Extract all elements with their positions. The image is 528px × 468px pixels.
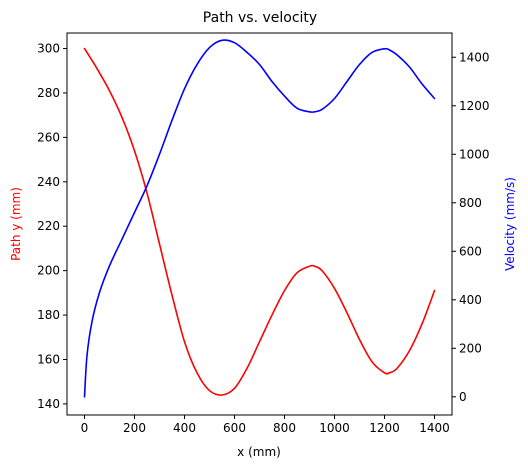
- y-right-tick-label: 1000: [459, 147, 490, 161]
- y-left-tick-label: 160: [37, 352, 60, 366]
- y-right-tick-label: 1400: [459, 50, 490, 64]
- chart-title: Path vs. velocity: [203, 10, 317, 26]
- path-series-line: [83, 47, 436, 396]
- x-tick-label: 1400: [419, 421, 450, 435]
- y-right-tick-label: 400: [459, 293, 482, 307]
- y-left-tick-label: 180: [37, 308, 60, 322]
- y-right-tick-label: 600: [459, 244, 482, 258]
- y-axis-right-label: Velocity (mm/s): [503, 177, 517, 271]
- x-tick-label: 0: [81, 421, 89, 435]
- y-right-tick-label: 0: [459, 390, 467, 404]
- y-right-tick-label: 1200: [459, 99, 490, 113]
- y-axis-left-label: Path y (mm): [9, 187, 23, 261]
- y-left-tick-label: 140: [37, 397, 60, 411]
- x-tick-label: 200: [123, 421, 146, 435]
- y-right-tick-label: 800: [459, 196, 482, 210]
- x-axis-label: x (mm): [237, 445, 281, 459]
- y-left-tick-label: 240: [37, 175, 60, 189]
- y-axis-left: 140 160 180 200 220 240 260 280 300: [37, 42, 67, 411]
- x-tick-label: 1200: [369, 421, 400, 435]
- y-left-tick-label: 220: [37, 219, 60, 233]
- y-left-tick-label: 260: [37, 130, 60, 144]
- y-axis-right: 0 200 400 600 800 1000 1200 1400: [452, 50, 490, 404]
- x-tick-label: 1000: [319, 421, 350, 435]
- y-left-tick-label: 300: [37, 42, 60, 56]
- plot-frame: [66, 32, 453, 416]
- y-right-tick-label: 200: [459, 341, 482, 355]
- plot-area: [83, 39, 436, 398]
- y-left-tick-label: 200: [37, 264, 60, 278]
- velocity-series-line: [83, 39, 436, 398]
- x-axis: 0 200 400 600 800 1000 1200 1400: [81, 415, 450, 435]
- x-tick-label: 400: [173, 421, 196, 435]
- x-tick-label: 800: [273, 421, 296, 435]
- x-tick-label: 600: [223, 421, 246, 435]
- y-left-tick-label: 280: [37, 86, 60, 100]
